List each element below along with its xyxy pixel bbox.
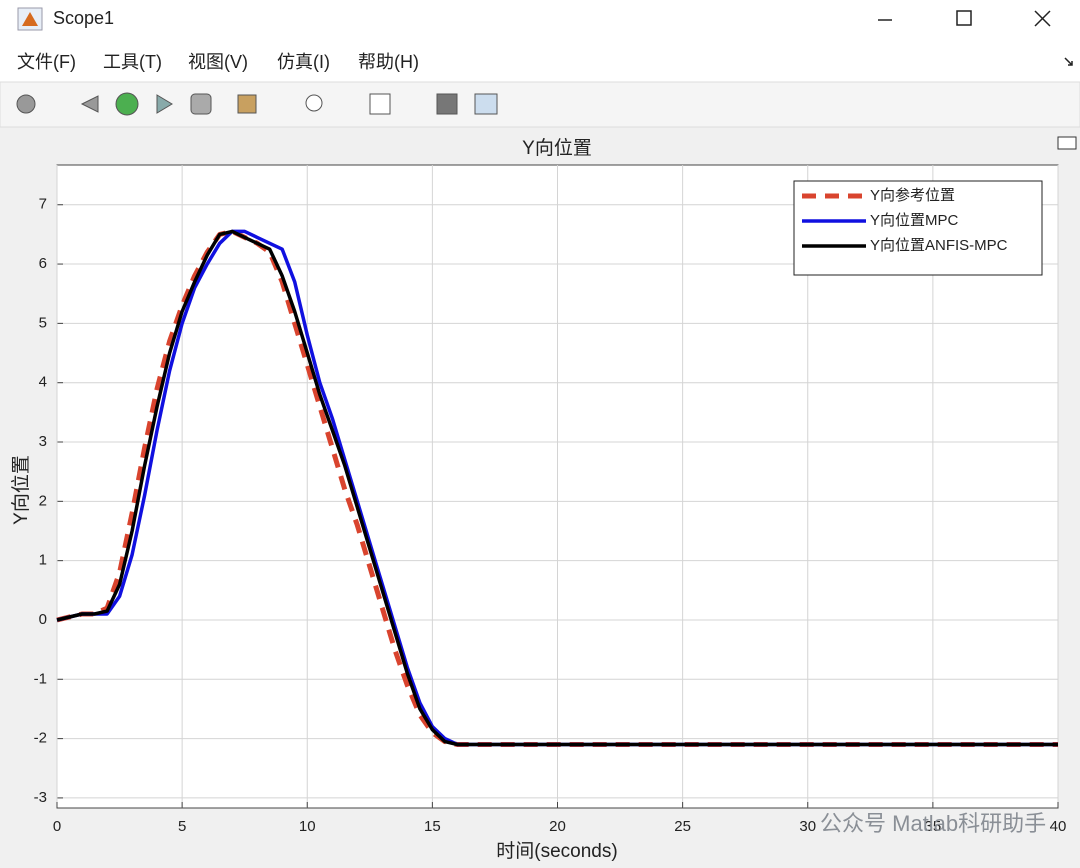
watermark: 公众号 Matlab科研助手 — [820, 811, 1046, 836]
step-back-icon[interactable] — [80, 95, 99, 113]
menu-item[interactable]: 视图(V) — [188, 52, 248, 72]
toolbar-icons — [16, 92, 498, 116]
legend-label: Y向位置MPC — [870, 212, 959, 229]
title-bar — [0, 0, 1080, 40]
x-tick-label: 30 — [799, 818, 816, 835]
undock-button[interactable] — [1057, 136, 1077, 150]
y-tick-label: -2 — [34, 730, 47, 747]
y-tick-label: 4 — [39, 374, 47, 391]
y-tick-label: 5 — [39, 314, 47, 331]
series-line — [56, 229, 1058, 747]
dock-arrow[interactable] — [1064, 57, 1073, 66]
app-icon — [17, 7, 43, 31]
x-tick-label: 40 — [1050, 818, 1067, 835]
legend-label: Y向参考位置 — [870, 187, 955, 204]
zoom-icon[interactable] — [305, 94, 323, 112]
y-tick-label: 7 — [39, 196, 47, 213]
x-tick-label: 10 — [299, 818, 316, 835]
y-tick-label: 6 — [39, 255, 47, 272]
x-tick-label: 20 — [549, 818, 566, 835]
menu-item[interactable]: 帮助(H) — [358, 52, 419, 72]
measure-icon[interactable] — [474, 93, 498, 115]
chart-title: Y向位置 — [522, 137, 592, 159]
highlight-icon[interactable] — [237, 94, 257, 114]
y-tick-label: -3 — [34, 789, 47, 806]
menu-item[interactable]: 文件(F) — [17, 52, 76, 72]
maximize-button[interactable] — [956, 10, 972, 26]
series-line — [56, 228, 1058, 747]
x-axis-label: 时间(seconds) — [496, 840, 617, 862]
x-tick-label: 35 — [925, 818, 942, 835]
x-tick-label: 25 — [674, 818, 691, 835]
x-tick-label: 15 — [424, 818, 441, 835]
x-tick-label: 0 — [53, 818, 61, 835]
close-button[interactable] — [1034, 10, 1051, 27]
y-tick-label: 3 — [39, 433, 47, 450]
y-tick-label: 1 — [39, 552, 47, 569]
settings-icon[interactable] — [16, 94, 36, 114]
y-axis-label: Y向位置 — [10, 455, 32, 525]
stop-icon[interactable] — [190, 93, 212, 115]
autoscale-icon[interactable] — [369, 93, 391, 115]
x-tick-label: 5 — [178, 818, 186, 835]
menu-item[interactable]: 工具(T) — [103, 52, 162, 72]
cursor-icon[interactable] — [436, 93, 458, 115]
toolbar — [0, 81, 1080, 128]
run-icon[interactable] — [115, 92, 139, 116]
legend-label: Y向位置ANFIS-MPC — [870, 237, 1008, 254]
menu-bar — [0, 40, 1080, 82]
menu-item[interactable]: 仿真(I) — [277, 52, 330, 72]
y-tick-label: 2 — [39, 492, 47, 509]
y-tick-label: 0 — [39, 611, 47, 628]
window-title: Scope1 — [53, 8, 114, 28]
step-forward-icon[interactable] — [156, 94, 173, 114]
y-tick-label: -1 — [34, 670, 47, 687]
